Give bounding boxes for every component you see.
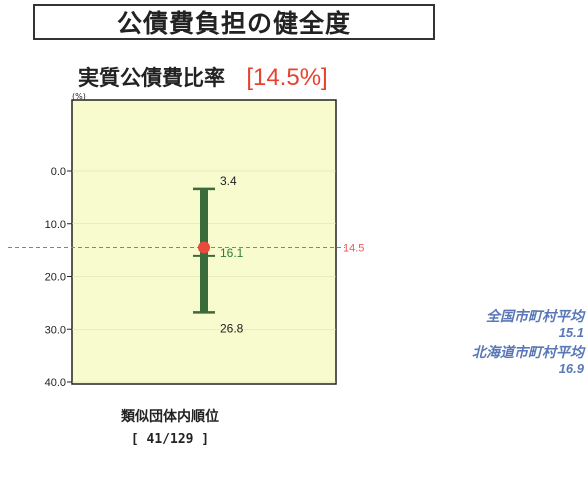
national-average-label: 全国市町村平均 <box>486 308 584 324</box>
current-value-marker <box>198 241 210 254</box>
y-tick-label: 0.0 <box>51 166 66 178</box>
national-average-value: 15.1 <box>558 325 584 340</box>
range-min-label: 3.4 <box>220 174 237 188</box>
range-max-label: 26.8 <box>220 321 244 335</box>
hokkaido-average-label: 北海道市町村平均 <box>472 344 584 360</box>
chart-subtitle: 実質公債費比率 [14.5%] <box>78 62 328 92</box>
rank-title: 類似団体内順位 <box>121 409 219 425</box>
page-title: 公債費負担の健全度 <box>33 4 435 40</box>
current-value-label: 14.5 <box>343 242 364 254</box>
median-label: 16.1 <box>220 246 244 260</box>
y-tick-label: 10.0 <box>45 219 66 231</box>
y-tick-label: 20.0 <box>45 272 66 284</box>
hokkaido-average-value: 16.9 <box>558 361 584 376</box>
y-tick-label: 40.0 <box>45 377 66 389</box>
subtitle-label: 実質公債費比率 <box>78 66 225 90</box>
y-axis-unit: (%) <box>72 92 86 101</box>
subtitle-value: [14.5%] <box>246 64 328 91</box>
y-tick-label: 30.0 <box>45 324 66 336</box>
rank-value: [ 41/129 ] <box>130 432 210 447</box>
